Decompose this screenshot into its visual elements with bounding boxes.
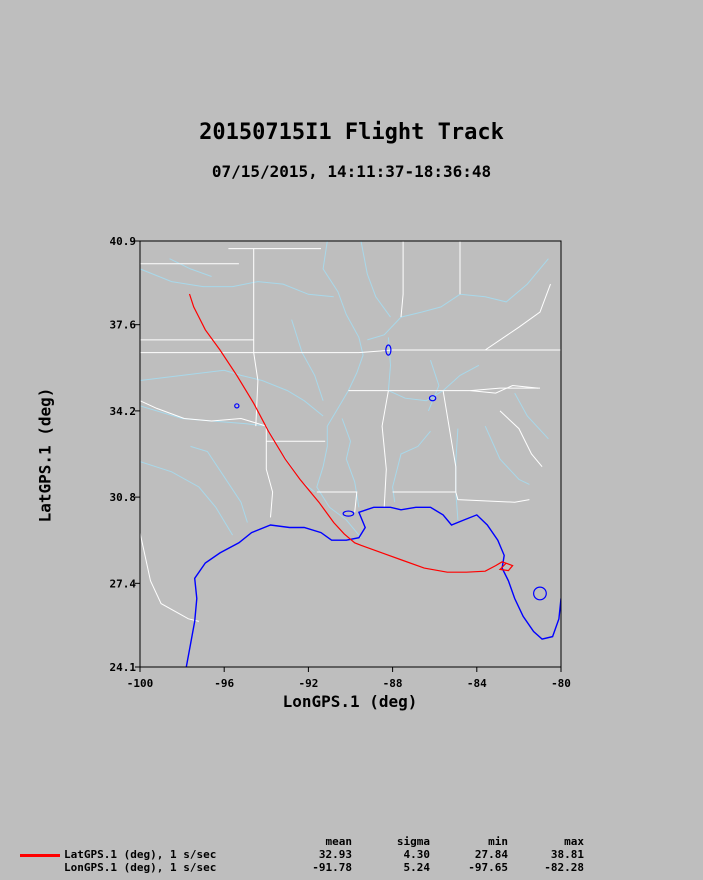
river-line <box>367 258 549 341</box>
stats-lat-mean: 32.93 <box>318 848 352 861</box>
boundary-line <box>265 426 274 518</box>
lake-outline <box>428 395 437 402</box>
river-line <box>341 418 360 508</box>
river-line <box>140 461 234 536</box>
track-layer <box>188 293 514 573</box>
x-tick-label: -100 <box>127 677 154 690</box>
x-tick-label: -84 <box>467 677 487 690</box>
boundary-line <box>253 248 259 427</box>
boundary-line <box>253 349 561 354</box>
y-tick-label: 27.4 <box>110 577 137 590</box>
coastline <box>185 506 561 667</box>
stats-header-sigma: sigma <box>396 835 430 848</box>
stats-lon-mean: -91.78 <box>312 861 352 874</box>
lake-outline <box>385 344 392 356</box>
river-line <box>514 392 549 440</box>
river-line <box>291 319 324 401</box>
y-tick-label: 24.1 <box>110 661 137 674</box>
stats-header-mean: mean <box>325 835 353 848</box>
boundary-line <box>392 491 530 503</box>
boundary-line <box>470 384 538 394</box>
stats-header-min: min <box>488 835 508 848</box>
boundary-line <box>140 532 200 622</box>
axes: -100 -96 -92 -88 -84 -80 40.9 37.6 34.2 30.8 27.4 2… <box>110 235 571 690</box>
boundary-line <box>316 491 358 513</box>
x-tick-label: -92 <box>298 677 318 690</box>
lake-outline <box>342 510 355 517</box>
boundary-line <box>499 410 543 468</box>
plot-frame <box>139 240 562 668</box>
river-line <box>316 241 364 539</box>
river-line <box>484 425 530 485</box>
stats-row-lon: LonGPS.1 (deg), 1 s/sec -91.78 5.24 -97.… <box>0 861 703 874</box>
river-line <box>387 337 480 402</box>
stats-label-lon: LonGPS.1 (deg), 1 s/sec <box>64 861 217 874</box>
lake-outline <box>533 586 547 601</box>
boundary-line <box>484 283 551 351</box>
stats-lon-sigma: 5.24 <box>403 861 431 874</box>
stats-label-lat: LatGPS.1 (deg), 1 s/sec <box>64 848 217 861</box>
boundary-line <box>381 390 389 508</box>
river-line <box>140 405 316 493</box>
boundary-line <box>140 352 267 427</box>
stats-header-row: mean sigma min max <box>0 835 703 848</box>
x-axis-label: LonGPS.1 (deg) <box>282 692 418 711</box>
chart-title: 20150715I1 Flight Track <box>199 120 504 145</box>
basemap <box>140 241 561 667</box>
flight-track-line <box>188 293 514 573</box>
river-line <box>427 360 440 412</box>
river-line <box>169 258 212 277</box>
x-tick-label: -96 <box>214 677 234 690</box>
stats-row-lat: LatGPS.1 (deg), 1 s/sec 32.93 4.30 27.84… <box>0 848 703 861</box>
y-tick-label: 40.9 <box>110 235 137 248</box>
y-tick-label: 30.8 <box>110 491 137 504</box>
boundary-line <box>442 390 457 492</box>
y-tick-label: 37.6 <box>110 319 137 332</box>
x-tick-label: -88 <box>383 677 403 690</box>
boundary-line <box>400 241 404 318</box>
river-line <box>360 241 391 318</box>
river-line <box>140 268 334 298</box>
stats-lon-max: -82.28 <box>544 861 584 874</box>
stats-header-max: max <box>564 835 584 848</box>
y-tick-label: 34.2 <box>110 405 137 418</box>
stats-lat-sigma: 4.30 <box>403 848 431 861</box>
stats-lon-min: -97.65 <box>468 861 508 874</box>
legend-line-lat <box>20 854 60 857</box>
stats-lat-max: 38.81 <box>550 848 584 861</box>
stats-lat-min: 27.84 <box>474 848 508 861</box>
river-line <box>190 445 248 523</box>
x-tick-label: -80 <box>551 677 571 690</box>
chart-subtitle: 07/15/2015, 14:11:37-18:36:48 <box>211 162 492 181</box>
river-line <box>140 369 324 417</box>
stats-table: mean sigma min max LatGPS.1 (deg), 1 s/s… <box>0 835 703 874</box>
lake-outline <box>234 403 240 409</box>
